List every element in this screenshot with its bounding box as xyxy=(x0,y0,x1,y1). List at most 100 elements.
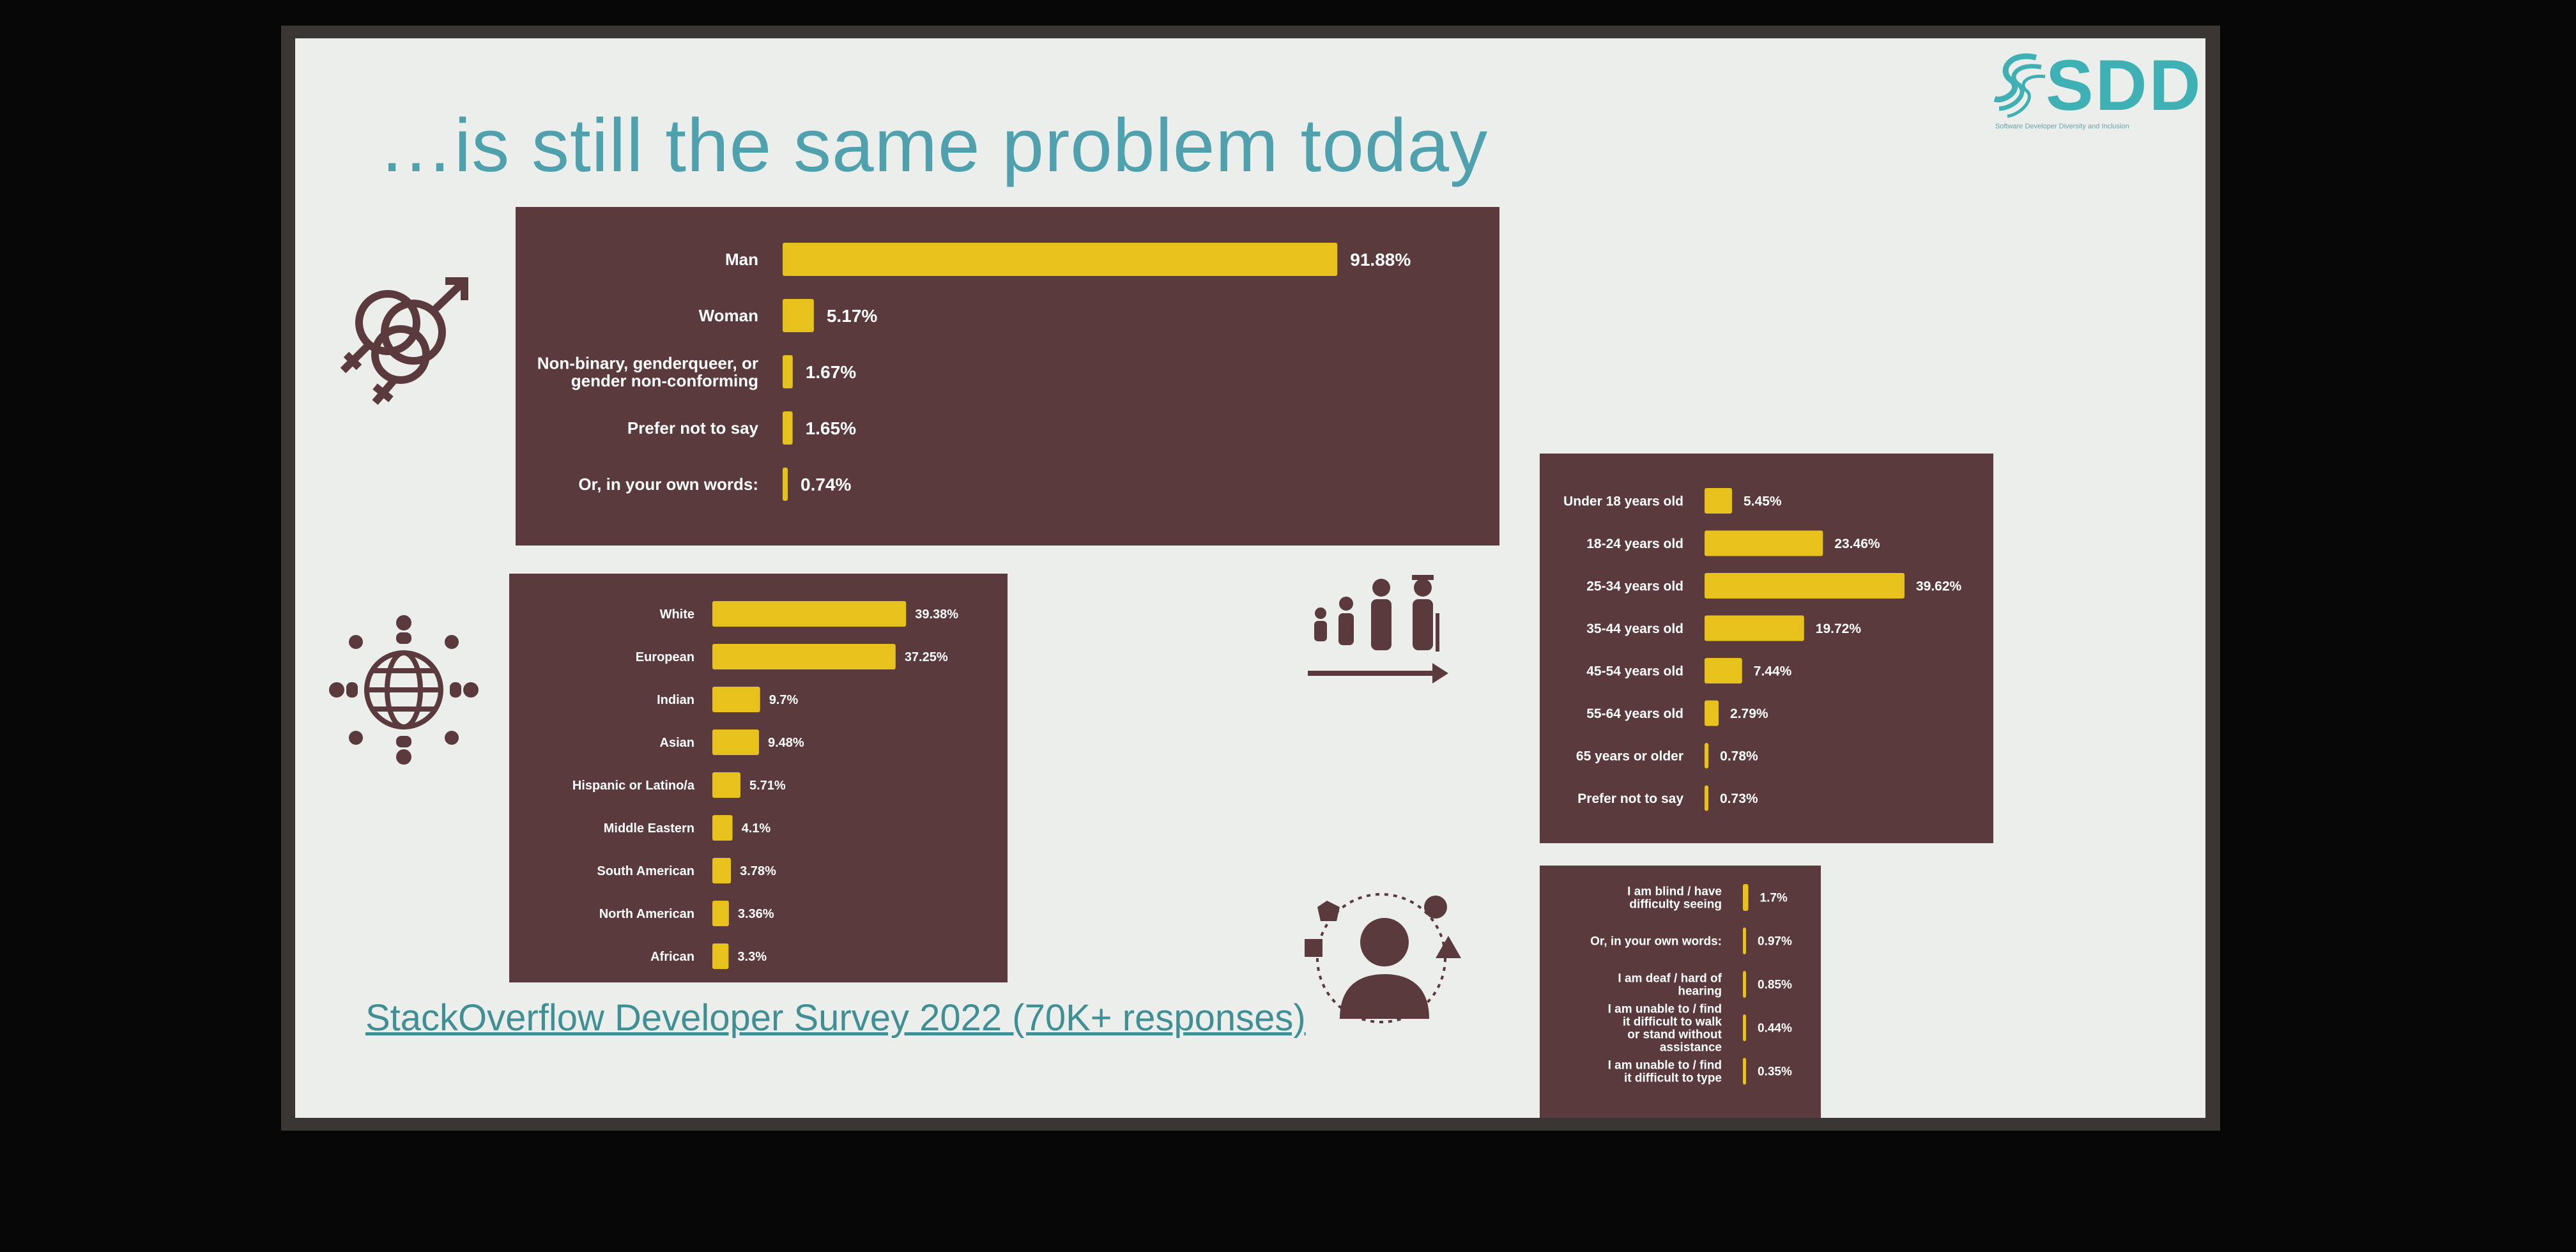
sddi-logo-icon xyxy=(1993,53,2046,118)
value-label: 4.1% xyxy=(742,821,771,836)
bar xyxy=(1705,743,1709,768)
value-label: 2.79% xyxy=(1730,706,1768,721)
gender-chart: Man 91.88% Woman 5.17% Non-binary, genderque… xyxy=(537,243,1411,501)
slide-title: …is still the same problem today xyxy=(378,103,1489,188)
category-label: 55-64 years old xyxy=(1586,706,1683,721)
bar xyxy=(783,299,814,332)
value-label: 39.62% xyxy=(1916,579,1962,593)
bar xyxy=(712,815,733,841)
value-label: 39.38% xyxy=(915,607,958,622)
category-label: Or, in your own words: xyxy=(578,475,758,494)
bar xyxy=(712,644,896,669)
gender-chart-panel: Man 91.88% Woman 5.17% Non-binary, genderque… xyxy=(516,207,1499,546)
category-label: Or, in your own words: xyxy=(1590,935,1722,949)
category-label: I am blind / have difficulty seeing xyxy=(1627,885,1722,912)
value-label: 0.78% xyxy=(1720,749,1758,763)
value-label: 3.36% xyxy=(738,907,774,921)
value-label: 1.7% xyxy=(1760,892,1788,905)
category-label: Non-binary, genderqueer, or gender non-co… xyxy=(537,353,758,390)
value-label: 37.25% xyxy=(905,650,948,664)
value-label: 91.88% xyxy=(1350,250,1411,270)
survey-source-link[interactable]: StackOverflow Developer Survey 2022 (70K… xyxy=(365,997,1306,1039)
category-label: 45-54 years old xyxy=(1586,664,1683,678)
category-label: I am unable to / find it difficult to wal… xyxy=(1608,1003,1722,1055)
category-label: North American xyxy=(599,907,694,921)
category-label: I am unable to / find it difficult to typ… xyxy=(1608,1059,1722,1085)
bar xyxy=(712,687,760,712)
value-label: 3.78% xyxy=(740,864,776,878)
bar xyxy=(783,355,793,388)
bar xyxy=(1705,573,1905,599)
value-label: 1.65% xyxy=(806,418,856,438)
category-label: White xyxy=(660,607,694,622)
bar xyxy=(712,729,759,755)
bar xyxy=(1705,530,1823,556)
category-label: Middle Eastern xyxy=(604,821,694,836)
category-label: I am deaf / hard of hearing xyxy=(1618,972,1722,998)
category-label: Indian xyxy=(657,693,694,707)
logo-tagline: Software Developer Diversity and Inclusi… xyxy=(1995,123,2129,130)
category-label: Under 18 years old xyxy=(1563,494,1683,508)
bar xyxy=(712,601,907,627)
category-label: South American xyxy=(597,864,694,878)
value-label: 19.72% xyxy=(1816,622,1862,636)
value-label: 9.7% xyxy=(769,693,799,707)
value-label: 5.71% xyxy=(749,779,786,793)
globe-people-icon xyxy=(329,615,479,765)
bar xyxy=(712,943,729,969)
value-label: 5.45% xyxy=(1744,494,1782,508)
category-label: 18-24 years old xyxy=(1586,537,1683,551)
value-label: 1.67% xyxy=(806,362,856,382)
value-label: 7.44% xyxy=(1754,664,1792,678)
ethnicity-chart-panel: White 39.38% European 37.25% Indian 9.7% Asian… xyxy=(509,574,1008,982)
value-label: 5.17% xyxy=(827,306,877,326)
bar xyxy=(1705,785,1708,811)
bar xyxy=(712,772,740,798)
value-label: 0.85% xyxy=(1758,979,1792,992)
sddi-logo: SDDI Software Developer Diversity and In… xyxy=(1991,45,2205,141)
bar xyxy=(1705,700,1719,726)
family-age-icon xyxy=(1308,575,1448,683)
bar xyxy=(1743,1058,1746,1085)
value-label: 3.3% xyxy=(737,950,767,964)
value-label: 0.97% xyxy=(1758,935,1792,949)
gender-icon xyxy=(340,277,468,405)
category-label: Man xyxy=(725,250,758,269)
bar xyxy=(1743,884,1749,911)
bar xyxy=(1743,971,1746,998)
bar xyxy=(1743,928,1746,954)
bar xyxy=(712,901,729,926)
bar xyxy=(783,411,793,445)
disability-chart-panel: I am blind / have difficulty seeing 1.7% Or… xyxy=(1540,866,1821,1118)
bar xyxy=(783,468,788,501)
bar xyxy=(1743,1014,1746,1041)
category-label: Prefer not to say xyxy=(1577,791,1683,806)
category-label: Hispanic or Latino/a xyxy=(572,779,695,793)
value-label: 0.73% xyxy=(1720,791,1758,806)
value-label: 9.48% xyxy=(768,736,804,750)
category-label: 35-44 years old xyxy=(1586,622,1683,636)
value-label: 0.44% xyxy=(1758,1022,1792,1035)
bar xyxy=(783,243,1338,276)
disability-chart: I am blind / have difficulty seeing 1.7% Or… xyxy=(1590,884,1792,1085)
disability-person-icon xyxy=(1305,893,1461,1023)
category-label: European xyxy=(636,650,694,664)
bar xyxy=(1705,488,1733,514)
category-label: 25-34 years old xyxy=(1586,579,1683,593)
age-chart: Under 18 years old 5.45% 18-24 years old 23… xyxy=(1563,488,1962,811)
presentation-slide: …is still the same problem today SDDI So… xyxy=(295,38,2205,1118)
bar xyxy=(712,858,732,883)
value-label: 0.35% xyxy=(1758,1065,1792,1079)
value-label: 23.46% xyxy=(1834,537,1880,551)
category-label: African xyxy=(650,950,694,964)
ethnicity-chart: White 39.38% European 37.25% Indian 9.7% Asian… xyxy=(572,601,958,969)
bar xyxy=(1705,658,1742,683)
category-label: Asian xyxy=(660,736,694,750)
category-label: 65 years or older xyxy=(1576,749,1683,763)
bar xyxy=(1705,615,1804,641)
category-label: Woman xyxy=(699,306,758,325)
logo-text: SDDI xyxy=(2046,45,2205,125)
value-label: 0.74% xyxy=(801,475,851,494)
category-label: Prefer not to say xyxy=(627,418,759,438)
age-chart-panel: Under 18 years old 5.45% 18-24 years old 23… xyxy=(1540,454,1993,843)
